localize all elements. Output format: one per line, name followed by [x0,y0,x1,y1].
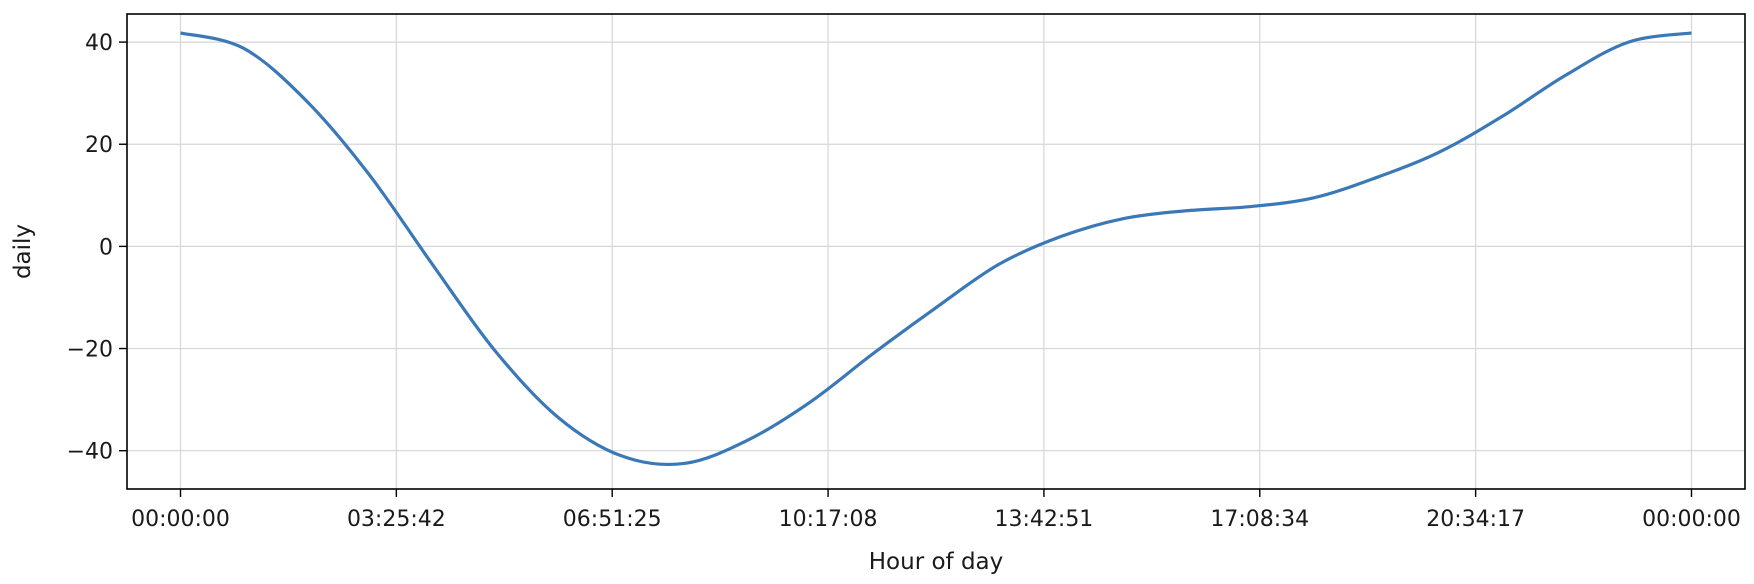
axis-ticks: 00:00:00 03:25:42 06:51:25 10:17:08 13:42:51… [67,31,1741,532]
y-tick-label: 0 [99,235,113,260]
y-tick-label: −20 [67,338,113,363]
y-tick-label: −40 [67,440,113,465]
x-tick-label: 00:00:00 [1642,507,1741,532]
y-tick-label: 20 [85,133,113,158]
y-axis-label: daily [10,224,36,279]
grid-lines [127,14,1745,489]
series-line-0 [180,31,1692,467]
y-tick-label: 40 [85,31,113,56]
x-tick-label: 17:08:34 [1210,507,1309,532]
plot-frame [126,13,1746,490]
x-axis-label: Hour of day [869,549,1004,575]
x-tick-label: 10:17:08 [779,507,878,532]
x-tick-label: 00:00:00 [131,507,230,532]
x-tick-label: 20:34:17 [1426,507,1525,532]
series-layer [180,31,1692,467]
x-tick-label: 06:51:25 [563,507,662,532]
x-tick-label: 03:25:42 [347,507,446,532]
x-tick-label: 13:42:51 [995,507,1094,532]
